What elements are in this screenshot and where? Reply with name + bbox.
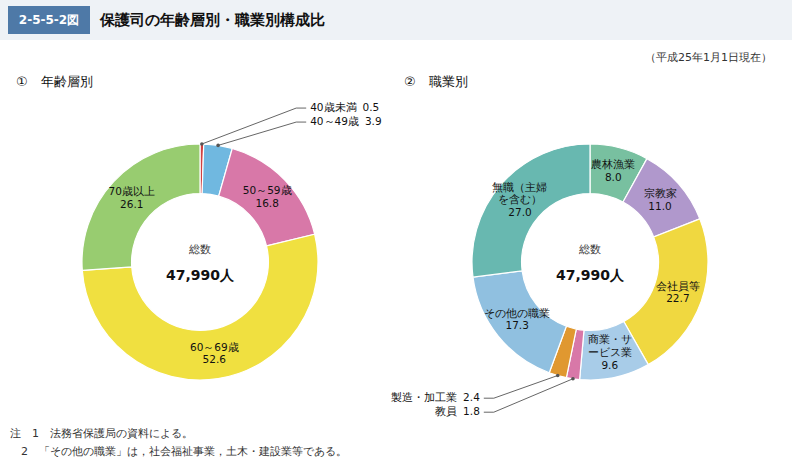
- slice: [473, 271, 566, 373]
- value-label: 3.9: [365, 115, 382, 127]
- category-label: その他の職業: [484, 307, 550, 319]
- chart-title: ② 職業別: [404, 74, 468, 89]
- data-label: 無職（主婦を含む）27.0: [492, 181, 547, 218]
- category-label: 製造・加工業: [391, 391, 457, 403]
- leader-line: [218, 122, 306, 145]
- value-label: 22.7: [666, 292, 689, 304]
- category-label: 農林漁業: [591, 158, 635, 170]
- note: 注 1 法務省保護局の資料による。: [10, 427, 193, 440]
- data-label: 60～69歳52.6: [190, 341, 239, 366]
- data-label: 製造・加工業 2.4: [391, 391, 480, 403]
- category-label: 60～69歳: [190, 341, 239, 353]
- value-label: 0.5: [363, 101, 380, 113]
- center-label: 総数: [188, 243, 211, 256]
- slice: [219, 148, 315, 245]
- value-label: 2.4: [463, 391, 480, 403]
- data-label: 70歳以上26.1: [109, 185, 155, 210]
- chart-title: ① 年齢層別: [16, 74, 93, 89]
- slices: [82, 144, 318, 380]
- center-label: 47,990人: [556, 267, 625, 283]
- data-label: その他の職業17.3: [484, 307, 550, 332]
- data-label: 農林漁業8.0: [591, 158, 635, 183]
- donut: 総数 47,990人 50～59歳16.8 60～69歳52.6 70歳以上26.1 40…: [82, 101, 382, 380]
- value-label: 8.0: [605, 171, 622, 183]
- leader-dot: [571, 377, 575, 381]
- category-label: 70歳以上: [109, 185, 155, 197]
- leader-dot: [556, 374, 560, 378]
- title: 保護司の年齢層別・職業別構成比: [99, 11, 325, 29]
- header-band: [0, 0, 792, 40]
- title-tag: 2-5-5-2図: [19, 13, 79, 27]
- slice: [82, 144, 200, 270]
- leader-dot: [216, 144, 220, 148]
- category-label: ービス業: [588, 346, 632, 358]
- category-label: を含む）: [498, 193, 542, 205]
- slices: [472, 144, 708, 380]
- data-label: 商業・サービス業9.6: [588, 333, 632, 370]
- category-label: 会社員等: [656, 280, 700, 292]
- leader-line: [484, 376, 558, 399]
- chart-root: 2-5-5-2図 保護司の年齢層別・職業別構成比 （平成25年1月1日現在） 注 1 …: [0, 0, 792, 465]
- leader-dot: [200, 142, 204, 146]
- data-label: 40～49歳 3.9: [310, 115, 381, 127]
- category-label: 40歳未満: [310, 101, 356, 113]
- value-label: 17.3: [505, 319, 528, 331]
- subtitle: （平成25年1月1日現在）: [645, 51, 772, 64]
- value-label: 52.6: [203, 353, 227, 365]
- data-label: 50～59歳16.8: [243, 184, 292, 209]
- value-label: 27.0: [508, 206, 531, 218]
- category-label: 40～49歳: [310, 115, 359, 127]
- value-label: 26.1: [120, 198, 143, 210]
- value-label: 16.8: [256, 197, 279, 209]
- category-label: 50～59歳: [243, 184, 292, 196]
- data-label: 会社員等22.7: [656, 280, 700, 305]
- leader-line: [202, 108, 306, 144]
- note: 2 「その他の職業」は，社会福祉事業，土木・建設業等である。: [10, 445, 347, 458]
- value-label: 9.6: [601, 359, 618, 371]
- category-label: 無職（主婦: [492, 181, 547, 193]
- donut: 総数 47,990人 農林漁業8.0 宗教家11.0 会社員等22.7 商業・サービス業9…: [391, 144, 708, 417]
- value-label: 11.0: [648, 200, 671, 212]
- slice: [472, 144, 590, 277]
- slice: [580, 322, 649, 380]
- data-label: 宗教家11.0: [644, 187, 677, 212]
- category-label: 教員: [435, 405, 457, 417]
- data-label: 教員 1.8: [435, 405, 480, 417]
- category-label: 宗教家: [644, 187, 677, 199]
- leader-line: [484, 379, 573, 412]
- center-label: 47,990人: [166, 267, 235, 283]
- center-label: 総数: [578, 243, 601, 256]
- title-tag-box: [8, 6, 90, 34]
- category-label: 商業・サ: [588, 333, 632, 345]
- value-label: 1.8: [463, 405, 480, 417]
- data-label: 40歳未満 0.5: [310, 101, 379, 113]
